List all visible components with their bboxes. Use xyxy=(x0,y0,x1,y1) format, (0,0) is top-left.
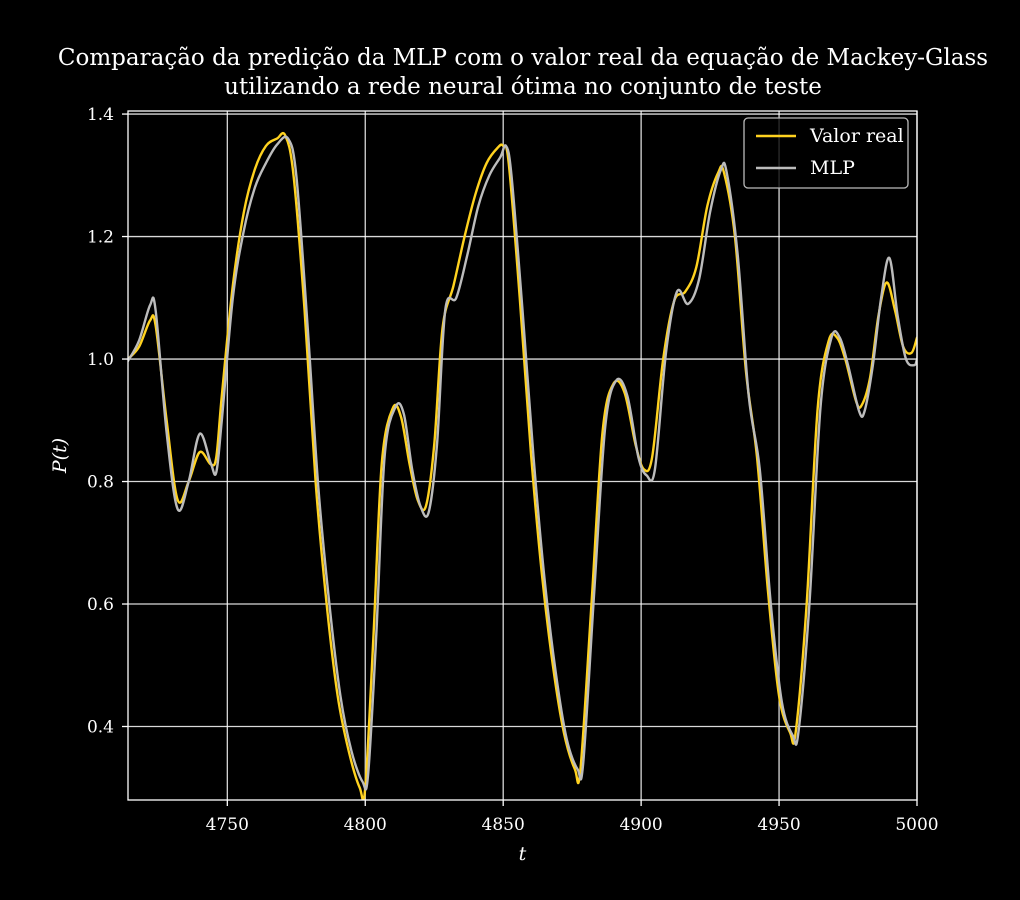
legend-label: Valor real xyxy=(809,125,904,147)
chart-title-line-1: Comparação da predição da MLP com o valo… xyxy=(57,45,989,71)
chart-title: Comparação da predição da MLP com o valo… xyxy=(0,44,1020,102)
series-line-mlp xyxy=(128,135,917,791)
x-tick-label: 4950 xyxy=(757,815,800,835)
x-tick-label: 4850 xyxy=(482,815,525,835)
x-tick-label: 4900 xyxy=(619,815,662,835)
series-line-valor-real xyxy=(128,131,917,800)
chart-title-line-2: utilizando a rede neural ótima no conjun… xyxy=(224,74,822,100)
x-tick-label: 4750 xyxy=(206,815,249,835)
y-tick-label: 1.0 xyxy=(87,350,114,370)
y-tick-label: 0.8 xyxy=(87,473,114,493)
legend: Valor real MLP xyxy=(743,117,909,189)
series-lines xyxy=(128,131,917,800)
legend-label: MLP xyxy=(810,157,855,179)
y-tick-label: 1.2 xyxy=(87,228,114,248)
y-tick-label: 0.6 xyxy=(87,595,114,615)
x-axis-label: t xyxy=(519,843,527,865)
x-tick-label: 4800 xyxy=(344,815,387,835)
x-tick-label: 5000 xyxy=(895,815,938,835)
axis-ticks: 4750 4800 4850 4900 4950 5000 0.4 0.6 0.8 1.0 1.2 1… xyxy=(87,105,939,835)
y-tick-label: 1.4 xyxy=(87,105,114,125)
y-axis-label: P(t) xyxy=(49,438,71,474)
plot-frame xyxy=(127,110,918,801)
y-tick-label: 0.4 xyxy=(87,718,114,738)
